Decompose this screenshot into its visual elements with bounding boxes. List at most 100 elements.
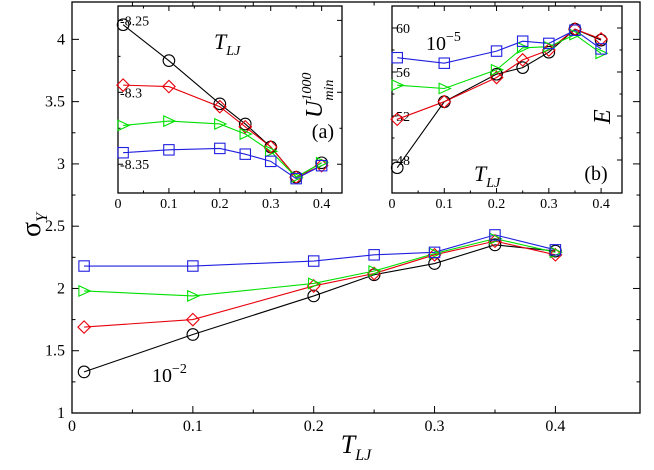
- inset-b-ytick-label: 56: [396, 66, 410, 81]
- inset-a-point-circle: [238, 117, 252, 131]
- inset-a-point-triangle: [214, 117, 228, 131]
- main-point-diamond: [185, 312, 200, 327]
- inset-a-ylabel-main: U: [302, 99, 328, 118]
- inset-a-point-triangle: [117, 119, 131, 132]
- inset-b-point-circle: [490, 67, 503, 81]
- inset-a-ytick-label: -8.3: [120, 86, 142, 101]
- inset-b-ylabel: E: [590, 109, 616, 125]
- main-ytick-label: 2.5: [45, 218, 65, 235]
- inset-b-point-square: [490, 45, 503, 57]
- main-ytick-label: 3.5: [45, 94, 65, 111]
- inset-b-annotation-base: 10: [426, 33, 446, 55]
- main-xtick-label: 0.3: [425, 418, 445, 435]
- main-ytick-label: 4: [57, 31, 65, 48]
- main-xlabel-main: T: [341, 430, 357, 459]
- main-ylabel: σY: [16, 211, 51, 237]
- inset-b-xlabel-main: T: [474, 161, 488, 186]
- inset-a-ylabel-sub: min: [322, 80, 337, 101]
- main-point-circle: [367, 268, 381, 282]
- inset-b-point-triangle: [391, 79, 405, 92]
- inset-b-point-triangle: [438, 82, 452, 95]
- inset-a-ylabel: U1000 min: [300, 73, 337, 118]
- inset-a-point-triangle: [239, 127, 253, 141]
- inset-a-title-main: T: [214, 29, 228, 54]
- inset-b-point-square: [438, 57, 451, 69]
- inset-a-point-square: [239, 148, 252, 160]
- inset-b-ytick-label: 60: [396, 22, 410, 37]
- inset-a-series-line-triangle: [123, 120, 322, 178]
- inset-b-annotation: 10−5: [426, 30, 461, 55]
- main-ytick-label: 1.5: [45, 343, 65, 360]
- main-ytick-label: 1: [57, 405, 65, 422]
- inset-b-point-diamond: [437, 94, 452, 109]
- inset-b-xtick-label: 0.3: [540, 197, 558, 212]
- inset-a-xtick-label: 0.4: [313, 197, 331, 212]
- inset-b-point-diamond: [515, 52, 530, 67]
- inset-b-xtick-label: 0: [389, 197, 396, 212]
- inset-a-point-diamond: [263, 139, 278, 154]
- inset-a-xtick-label: 0.1: [160, 197, 178, 212]
- inset-b-xlabel-sub: LJ: [485, 176, 501, 191]
- inset-a-point-square: [315, 159, 328, 172]
- main-point-square: [368, 249, 380, 261]
- main-xtick-label: 0: [68, 418, 76, 435]
- inset-b-point-circle: [542, 45, 556, 59]
- inset-b-frame: [391, 5, 623, 194]
- main-ylabel-main: σ: [16, 222, 47, 237]
- inset-a-panel: 0 0.1 0.2 0.3 0.4 -8.35 -8.3 -8.25 TLJ U1000 min (a…: [115, 5, 343, 212]
- main-point-triangle: [307, 277, 322, 290]
- main-point-circle: [549, 244, 562, 258]
- inset-a-point-diamond: [116, 78, 131, 93]
- inset-a-point-circle: [162, 54, 176, 68]
- main-series-line-circle: [83, 244, 556, 373]
- inset-b-point-square: [543, 37, 555, 50]
- main-xtick-label: 0.4: [545, 418, 565, 435]
- main-point-square: [549, 244, 562, 256]
- inset-b-annotation-exponent: −5: [446, 30, 461, 45]
- inset-a-series-line-square: [123, 147, 322, 180]
- main-ytick-label: 2: [57, 280, 65, 297]
- inset-a-ylabel-sup: 1000: [300, 73, 315, 101]
- main-ylabel-sub: Y: [34, 211, 51, 222]
- inset-b-panel-label: (b): [584, 163, 607, 185]
- inset-a-ytick-label: -8.35: [120, 158, 149, 173]
- inset-a-point-triangle: [163, 115, 177, 128]
- inset-a-point-diamond: [161, 79, 176, 94]
- inset-b-point-square: [516, 35, 529, 47]
- inset-a-xtick-label: 0.2: [211, 197, 229, 212]
- main-xtick-label: 0.2: [304, 418, 324, 435]
- inset-b-series-line-square: [397, 29, 602, 64]
- inset-a-point-circle: [116, 18, 130, 32]
- main-annotation: 10−2: [152, 362, 187, 387]
- main-xlabel-sub: LJ: [354, 447, 372, 464]
- inset-a-title: TLJ: [214, 29, 241, 59]
- main-point-square: [428, 246, 441, 259]
- inset-a-point-circle: [213, 97, 227, 111]
- main-point-circle: [307, 289, 321, 303]
- inset-a-xtick-label: 0.3: [262, 197, 280, 212]
- inset-b-series-line-diamond: [397, 28, 602, 120]
- inset-a-point-square: [290, 172, 302, 185]
- inset-b-ylabel-main: E: [590, 109, 616, 125]
- inset-a-ytick-label: -8.25: [120, 14, 149, 29]
- inset-b-point-circle: [390, 161, 404, 175]
- inset-b-point-circle: [516, 61, 530, 74]
- inset-a-point-square: [163, 144, 175, 156]
- inset-b-point-triangle: [490, 63, 505, 76]
- inset-a-point-diamond: [212, 99, 227, 114]
- main-point-triangle: [78, 284, 92, 298]
- inset-b-point-diamond: [489, 70, 504, 85]
- main-xlabel: TLJ: [341, 430, 372, 464]
- main-annotation-exponent: −2: [172, 362, 187, 377]
- inset-a-panel-label: (a): [312, 121, 334, 143]
- inset-b-point-square: [391, 51, 403, 64]
- inset-b-xtick-label: 0.4: [592, 197, 610, 212]
- inset-a-point-square: [264, 155, 277, 168]
- main-point-circle: [77, 365, 91, 379]
- inset-b-point-diamond: [594, 32, 609, 46]
- main-xtick-label: 0.1: [183, 418, 203, 435]
- inset-b-point-diamond: [390, 112, 405, 127]
- inset-b-xtick-label: 0.2: [488, 197, 506, 212]
